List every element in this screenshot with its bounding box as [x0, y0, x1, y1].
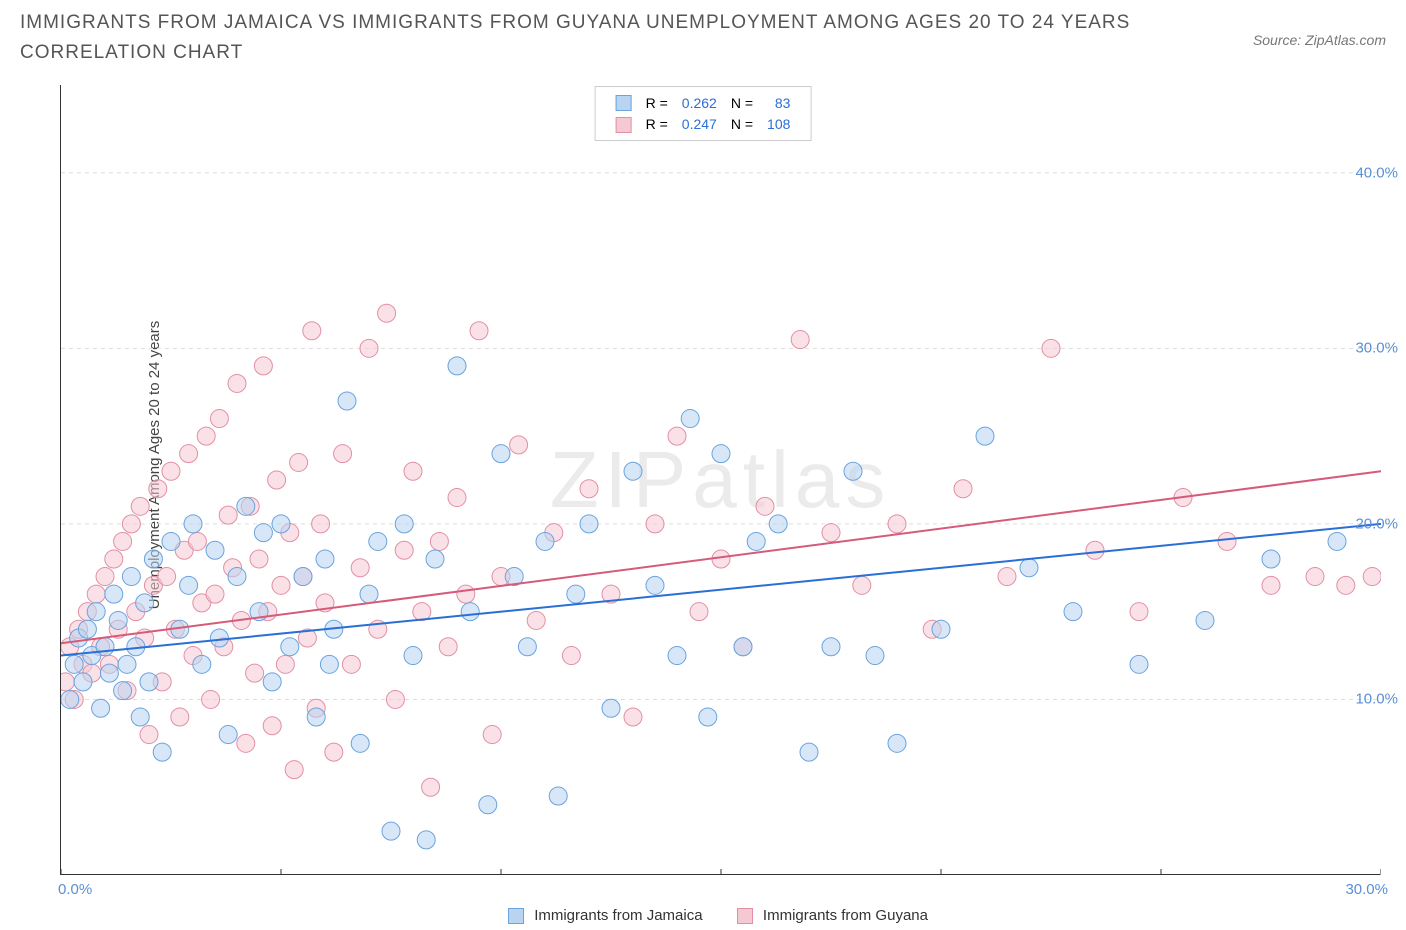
- stats-row-guyana: R = 0.247 N = 108: [610, 114, 797, 133]
- stats-row-jamaica: R = 0.262 N = 83: [610, 93, 797, 112]
- n-label: N =: [725, 114, 759, 133]
- legend-label-guyana: Immigrants from Guyana: [763, 907, 928, 924]
- r-label: R =: [640, 93, 674, 112]
- x-tick-label-max: 30.0%: [1345, 881, 1388, 898]
- legend-swatch-jamaica: [616, 95, 632, 111]
- legend-swatch-jamaica: [508, 908, 524, 924]
- y-tick-label: 30.0%: [1355, 340, 1398, 357]
- y-tick-label: 20.0%: [1355, 515, 1398, 532]
- r-value-jamaica: 0.262: [676, 93, 723, 112]
- series-legend: Immigrants from Jamaica Immigrants from …: [478, 907, 928, 924]
- r-value-guyana: 0.247: [676, 114, 723, 133]
- y-tick-label: 10.0%: [1355, 691, 1398, 708]
- chart-plot-area: ZIPatlas: [60, 85, 1380, 875]
- chart-title: IMMIGRANTS FROM JAMAICA VS IMMIGRANTS FR…: [20, 8, 1206, 69]
- legend-swatch-guyana: [737, 908, 753, 924]
- y-tick-label: 40.0%: [1355, 164, 1398, 181]
- n-value-jamaica: 83: [761, 93, 796, 112]
- stats-legend: R = 0.262 N = 83 R = 0.247 N = 108: [595, 86, 812, 141]
- source-label: Source: ZipAtlas.com: [1253, 32, 1386, 48]
- legend-swatch-guyana: [616, 117, 632, 133]
- r-label: R =: [640, 114, 674, 133]
- x-tick-label-min: 0.0%: [58, 881, 92, 898]
- n-label: N =: [725, 93, 759, 112]
- n-value-guyana: 108: [761, 114, 796, 133]
- legend-label-jamaica: Immigrants from Jamaica: [534, 907, 702, 924]
- scatter-plot-svg: [61, 85, 1381, 875]
